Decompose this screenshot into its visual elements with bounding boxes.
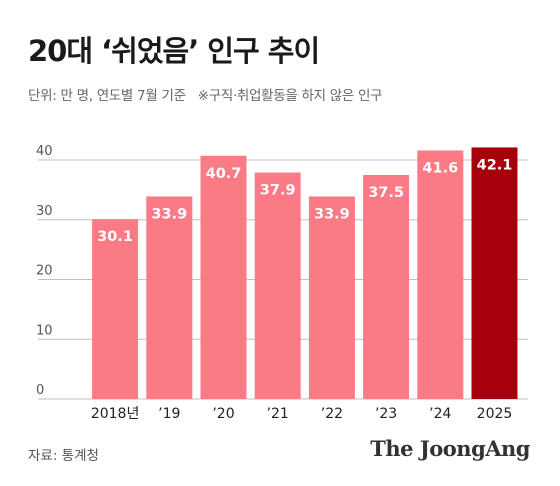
y-tick-label: 30 — [36, 204, 53, 219]
x-tick-label: 2025 — [477, 406, 513, 422]
bar — [200, 155, 247, 399]
y-tick-label: 10 — [36, 323, 53, 338]
bar-value-label: 40.7 — [206, 166, 242, 182]
bar — [471, 147, 518, 399]
y-tick-label: 0 — [36, 383, 44, 398]
y-tick-label: 20 — [36, 264, 53, 279]
source-label: 자료: 통계청 — [28, 448, 99, 464]
y-tick-label: 40 — [36, 144, 53, 159]
bar-value-label: 37.9 — [260, 183, 296, 199]
bar — [92, 219, 139, 399]
bar — [417, 150, 464, 399]
chart-subtitle: 단위: 만 명, 연도별 7월 기준 ※구직·취업활동을 하지 않은 인구 — [28, 84, 383, 104]
x-tick-label: ’20 — [212, 406, 234, 422]
publisher-logo: The JoongAng — [370, 436, 530, 461]
x-tick-label: ’22 — [321, 406, 343, 422]
bar-value-label: 30.1 — [97, 229, 133, 245]
bar-value-label: 41.6 — [422, 160, 458, 176]
x-tick-label: ’19 — [158, 406, 180, 422]
unit-label: 단위: 만 명, 연도별 7월 기준 — [28, 88, 186, 104]
x-tick-label: ’24 — [429, 406, 451, 422]
chart-title: 20대 ‘쉬었음’ 인구 추이 — [28, 34, 320, 68]
x-tick-label: ’23 — [375, 406, 397, 422]
x-tick-label: ’21 — [267, 406, 289, 422]
bar — [363, 174, 410, 399]
bar-value-label: 33.9 — [314, 206, 350, 222]
bar — [254, 172, 301, 399]
x-tick-label: 2018년 — [91, 406, 140, 422]
bar-value-label: 37.5 — [368, 185, 404, 201]
bar-chart: 0 10 20 30 40 30.1 2018년 33.9 ’19 40.7 ’20 37.9 ’21 3… — [36, 144, 528, 422]
bar — [146, 196, 193, 399]
bar — [308, 196, 355, 399]
definition-note: ※구직·취업활동을 하지 않은 인구 — [197, 88, 383, 104]
bar-value-label: 33.9 — [151, 206, 187, 222]
bar-value-label: 42.1 — [477, 157, 513, 173]
